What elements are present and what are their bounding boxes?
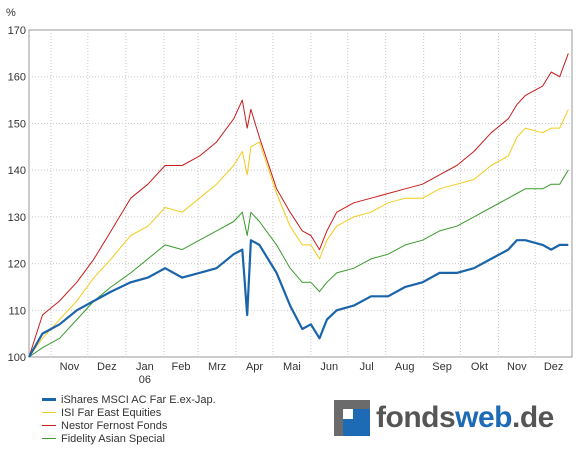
y-axis-ticks: 100 110 120 130 140 150 160 170 bbox=[8, 25, 26, 364]
x-tick-label: Feb bbox=[172, 361, 191, 373]
y-tick-label: 100 bbox=[8, 352, 26, 364]
x-tick-label: Aug bbox=[395, 361, 415, 373]
x-tick-label: Mai bbox=[283, 361, 301, 373]
x-tick-label: Mrz bbox=[208, 361, 226, 373]
x-tick-label: Dez bbox=[97, 361, 117, 373]
x-tick-label: Nov bbox=[60, 361, 80, 373]
y-tick-label: 150 bbox=[8, 118, 26, 130]
fondsweb-logo[interactable]: fondsweb.de bbox=[334, 400, 554, 436]
series-line-isi bbox=[28, 109, 569, 358]
legend-swatch-fidelity bbox=[42, 438, 56, 439]
legend-swatch-nestor bbox=[42, 425, 56, 426]
y-tick-label: 170 bbox=[8, 25, 26, 37]
fondsweb-logo-text: fondsweb.de bbox=[376, 401, 554, 434]
legend-swatch-ishares bbox=[42, 398, 56, 401]
x-tick-label: Apr bbox=[246, 361, 263, 373]
legend: iShares MSCI AC Far E.ex-Jap. ISI Far Ea… bbox=[42, 393, 216, 445]
x-tick-label: Dez bbox=[544, 361, 564, 373]
x-tick-label: Jun bbox=[320, 361, 338, 373]
x-tick-label: Jan bbox=[136, 361, 154, 373]
legend-swatch-isi bbox=[42, 412, 56, 413]
plot-area bbox=[28, 29, 573, 358]
legend-item-nestor: Nestor Fernost Fonds bbox=[42, 419, 216, 432]
y-tick-label: 130 bbox=[8, 212, 26, 224]
series-lines bbox=[28, 53, 569, 358]
x-tick-label: Sep bbox=[432, 361, 452, 373]
x-tick-label: Jul bbox=[360, 361, 374, 373]
y-tick-label: 110 bbox=[8, 305, 26, 317]
series-line-nestor bbox=[28, 53, 569, 358]
legend-item-isi: ISI Far East Equities bbox=[42, 406, 216, 419]
y-tick-label: 160 bbox=[8, 72, 26, 84]
legend-label-ishares: iShares MSCI AC Far E.ex-Jap. bbox=[61, 393, 216, 406]
fondsweb-logo-icon bbox=[334, 400, 370, 436]
x-tick-label: Nov bbox=[507, 361, 527, 373]
y-tick-label: 120 bbox=[8, 259, 26, 271]
y-axis-unit-label: % bbox=[6, 7, 16, 19]
legend-item-fidelity: Fidelity Asian Special bbox=[42, 432, 216, 445]
legend-item-ishares: iShares MSCI AC Far E.ex-Jap. bbox=[42, 393, 216, 406]
x-tick-year-label: 06 bbox=[139, 374, 151, 386]
y-tick-label: 140 bbox=[8, 165, 26, 177]
legend-label-nestor: Nestor Fernost Fonds bbox=[61, 419, 168, 432]
legend-label-isi: ISI Far East Equities bbox=[61, 406, 162, 419]
x-tick-label: Okt bbox=[471, 361, 488, 373]
series-line-fidelity bbox=[28, 169, 569, 358]
series-line-ishares bbox=[28, 239, 569, 358]
legend-label-fidelity: Fidelity Asian Special bbox=[61, 432, 165, 445]
